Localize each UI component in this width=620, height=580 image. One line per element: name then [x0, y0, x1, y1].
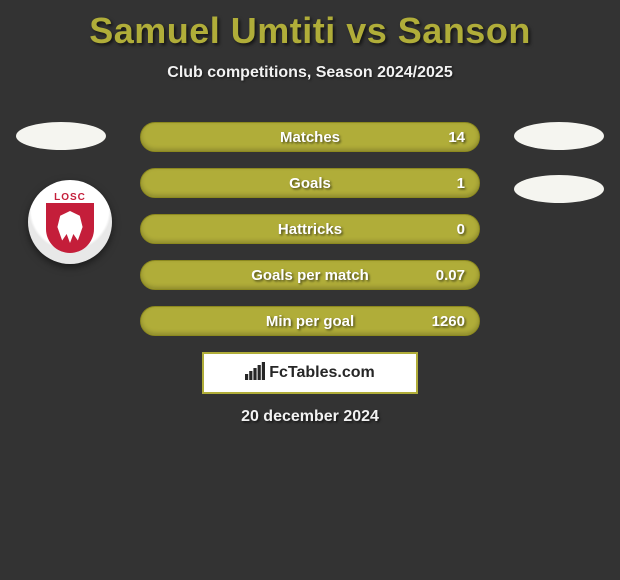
stat-bar-goals: Goals 1	[140, 168, 480, 198]
stat-bar-min-per-goal: Min per goal 1260	[140, 306, 480, 336]
page-title: Samuel Umtiti vs Sanson	[0, 0, 620, 52]
club-logo-text: LOSC	[43, 192, 97, 203]
stat-label: Min per goal	[266, 313, 354, 330]
date-label: 20 december 2024	[0, 408, 620, 426]
club-logo-inner: LOSC	[43, 190, 97, 254]
stat-label: Matches	[280, 129, 340, 146]
stat-bar-hattricks: Hattricks 0	[140, 214, 480, 244]
page-subtitle: Club competitions, Season 2024/2025	[0, 64, 620, 82]
player-avatar-left	[16, 122, 106, 150]
player-avatar-right-2	[514, 175, 604, 203]
brand-text: FcTables.com	[269, 364, 375, 382]
stat-bar-matches: Matches 14	[140, 122, 480, 152]
brand-badge[interactable]: FcTables.com	[202, 352, 418, 394]
stat-value: 1260	[432, 313, 465, 330]
stat-bar-goals-per-match: Goals per match 0.07	[140, 260, 480, 290]
stat-label: Goals per match	[251, 267, 369, 284]
stat-value: 0	[457, 221, 465, 238]
stats-bars: Matches 14 Goals 1 Hattricks 0 Goals per…	[140, 122, 480, 352]
club-logo: LOSC	[28, 180, 112, 264]
player-avatar-right-1	[514, 122, 604, 150]
stat-label: Hattricks	[278, 221, 342, 238]
bar-chart-icon	[245, 362, 265, 385]
stat-value: 0.07	[436, 267, 465, 284]
stat-value: 14	[448, 129, 465, 146]
stat-value: 1	[457, 175, 465, 192]
club-logo-shield-icon	[46, 203, 94, 253]
stat-label: Goals	[289, 175, 331, 192]
